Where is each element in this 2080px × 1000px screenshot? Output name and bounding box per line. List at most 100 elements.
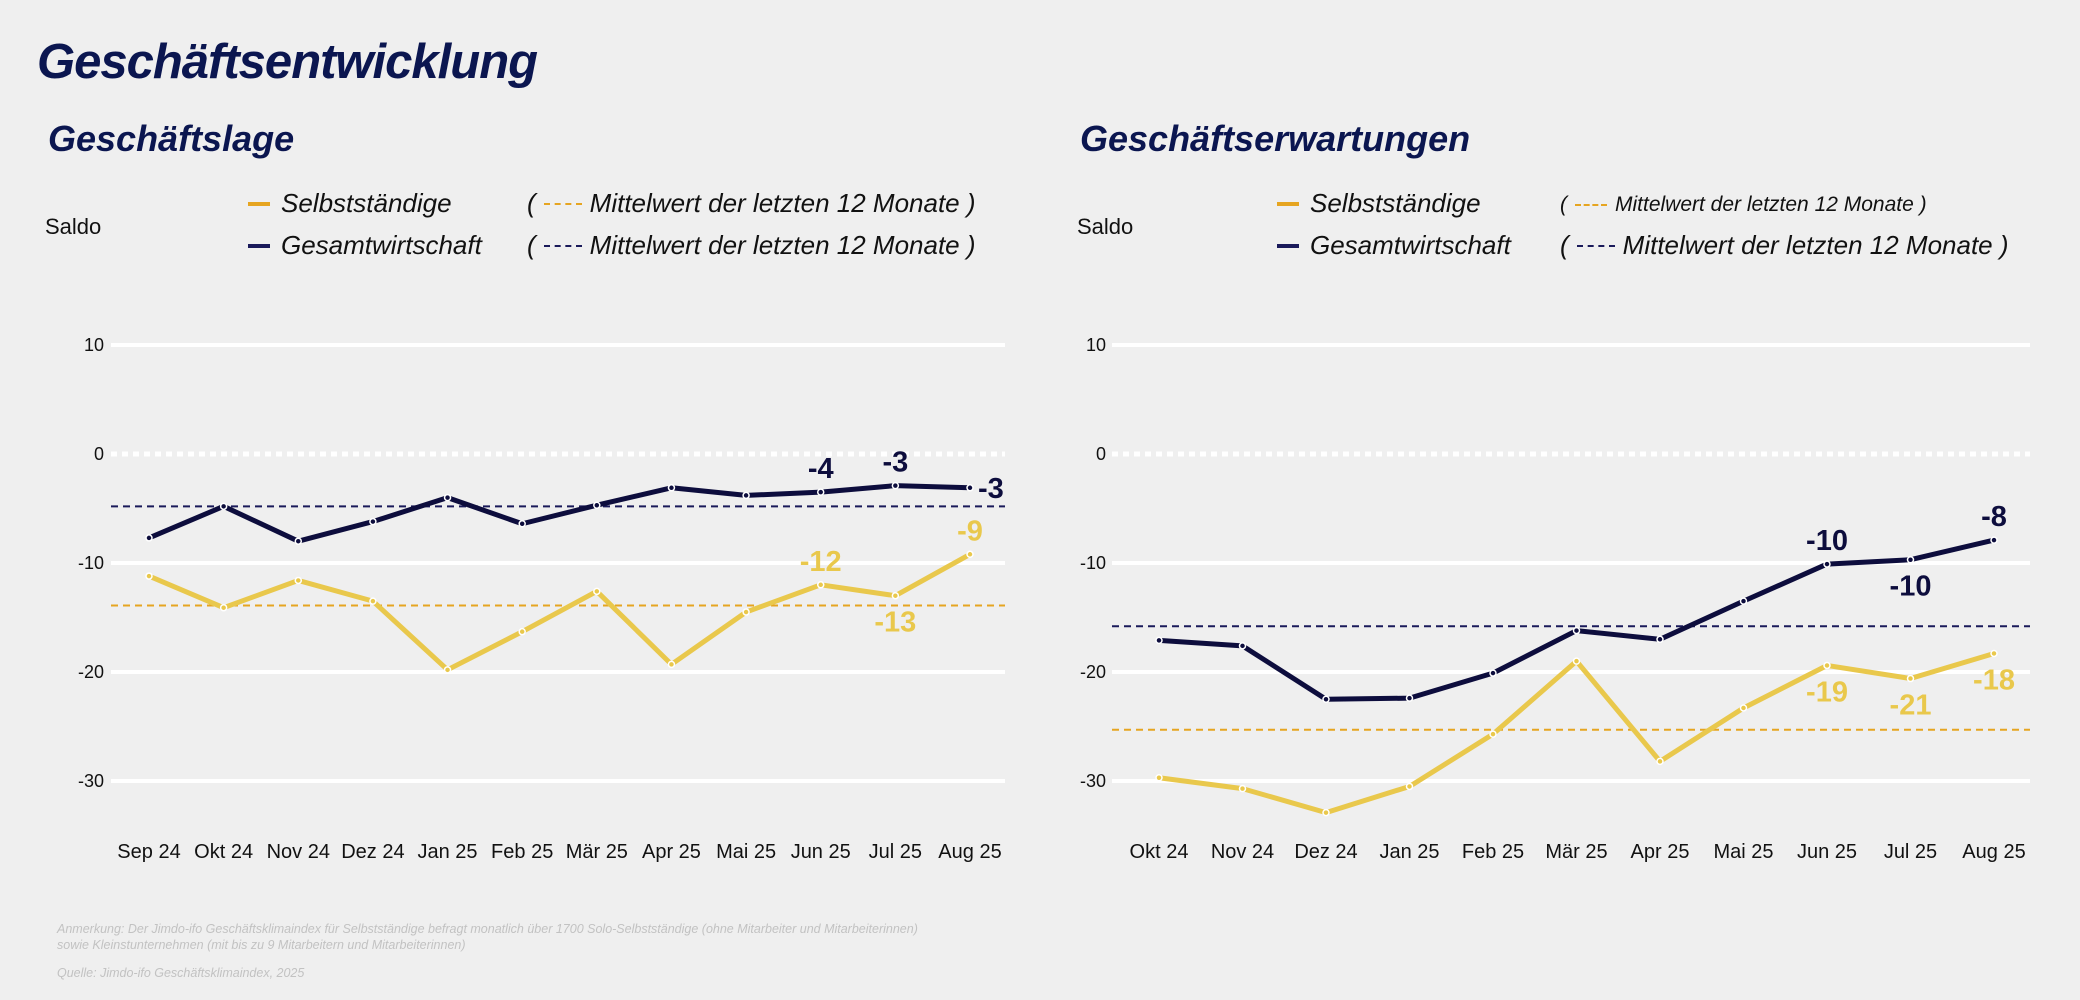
paren: ) xyxy=(1919,193,1927,216)
legend-item-gesamtwirtschaft: Gesamtwirtschaft xyxy=(1277,230,1511,261)
x-tick-label: Jan 25 xyxy=(1379,841,1439,863)
legend-label: Gesamtwirtschaft xyxy=(281,230,482,260)
data-point-gesamtwirtschaft xyxy=(518,520,526,528)
data-point-gesamtwirtschaft xyxy=(1405,694,1414,702)
x-tick-label: Mär 25 xyxy=(1545,841,1607,863)
data-point-gesamtwirtschaft xyxy=(1155,636,1163,645)
x-tick-label: Mai 25 xyxy=(716,841,776,863)
legend-item-mean-gesamtwirtschaft: ( Mittelwert der letzten 12 Monate ) xyxy=(527,230,976,261)
data-point-gesamtwirtschaft xyxy=(443,493,452,502)
chart-title-geschaeftserwartungen: Geschäftserwartungen xyxy=(1080,118,1471,159)
data-point-gesamtwirtschaft xyxy=(1906,555,1915,564)
data-point-selbststaendige xyxy=(294,576,303,585)
x-tick-label: Apr 25 xyxy=(642,841,701,863)
x-tick-label: Feb 25 xyxy=(491,841,553,863)
x-tick-label: Aug 25 xyxy=(1962,841,2025,863)
data-point-selbststaendige xyxy=(816,581,825,589)
legend-item-mean-gesamtwirtschaft: ( Mittelwert der letzten 12 Monate ) xyxy=(1560,230,2009,261)
y-axis-label: Saldo xyxy=(1077,214,1134,239)
series-line-gesamtwirtschaft xyxy=(148,483,971,544)
series-line-selbststaendige xyxy=(148,552,972,673)
y-tick-label: -30 xyxy=(78,771,104,791)
legend-label: Selbstständige xyxy=(1310,188,1481,218)
data-point-selbststaendige xyxy=(742,608,750,616)
chart-title-geschaeftslage: Geschäftslage xyxy=(48,118,295,159)
y-tick-label: -30 xyxy=(1080,771,1106,791)
legend-item-selbststaendige: Selbstständige xyxy=(248,188,452,219)
data-point-gesamtwirtschaft xyxy=(145,534,153,542)
data-point-gesamtwirtschaft xyxy=(1489,669,1497,677)
data-point-gesamtwirtschaft xyxy=(966,484,974,492)
x-tick-label: Nov 24 xyxy=(267,841,330,863)
data-point-gesamtwirtschaft xyxy=(816,488,825,496)
data-point-gesamtwirtschaft xyxy=(294,537,303,545)
y-tick-label: -20 xyxy=(78,662,104,682)
y-tick-label: 10 xyxy=(1086,335,1106,355)
legend-dash-navy xyxy=(1576,244,1615,247)
data-point-selbststaendige xyxy=(593,587,601,596)
legend-dash-yellow xyxy=(1575,204,1607,206)
data-point-gesamtwirtschaft xyxy=(742,491,750,500)
data-point-gesamtwirtschaft xyxy=(1572,626,1581,635)
legend-dash-yellow xyxy=(543,202,582,205)
data-label-gesamtwirtschaft: -8 xyxy=(1981,501,2007,533)
data-label-selbststaendige: -13 xyxy=(874,607,916,639)
legend-label: Mittelwert der letzten 12 Monate xyxy=(1615,193,1914,216)
y-tick-label: -10 xyxy=(78,553,104,573)
data-point-selbststaendige xyxy=(145,572,153,580)
data-label-selbststaendige: -18 xyxy=(1973,664,2015,696)
x-tick-label: Okt 24 xyxy=(1130,841,1189,863)
legend-item-selbststaendige: Selbstständige xyxy=(1277,188,1481,219)
x-tick-label: Apr 25 xyxy=(1631,841,1690,863)
data-label-gesamtwirtschaft: -4 xyxy=(808,453,834,485)
y-tick-label: 0 xyxy=(94,444,104,464)
paren: ) xyxy=(966,230,976,260)
footnote-line2: sowie Kleinstunternehmen (mit bis zu 9 M… xyxy=(57,938,466,952)
data-point-gesamtwirtschaft xyxy=(593,501,601,509)
data-label-gesamtwirtschaft: -10 xyxy=(1890,571,1932,603)
data-label-gesamtwirtschaft: -3 xyxy=(882,447,908,479)
data-point-selbststaendige xyxy=(1155,773,1163,782)
x-tick-label: Jan 25 xyxy=(418,841,478,863)
y-tick-label: 0 xyxy=(1096,444,1106,464)
data-point-gesamtwirtschaft xyxy=(1656,635,1664,644)
data-label-selbststaendige: -21 xyxy=(1890,690,1932,722)
footnote-line1: Anmerkung: Der Jimdo-ifo Geschäftsklimai… xyxy=(57,922,918,936)
data-point-selbststaendige xyxy=(1238,784,1247,793)
data-point-gesamtwirtschaft xyxy=(219,502,228,511)
data-point-gesamtwirtschaft xyxy=(1823,560,1831,568)
data-point-selbststaendige xyxy=(443,666,452,674)
data-point-selbststaendige xyxy=(219,603,228,612)
data-label-gesamtwirtschaft: -10 xyxy=(1806,525,1848,557)
data-label-selbststaendige: -19 xyxy=(1806,676,1848,708)
data-point-selbststaendige xyxy=(1405,782,1414,791)
legend-label: Mittelwert der letzten 12 Monate xyxy=(1622,230,1993,260)
data-point-selbststaendige xyxy=(1572,657,1581,665)
data-point-selbststaendige xyxy=(1739,704,1748,712)
data-point-selbststaendige xyxy=(1823,661,1831,670)
paren: ( xyxy=(1560,193,1567,216)
x-tick-label: Mai 25 xyxy=(1713,841,1773,863)
legend-dash-navy xyxy=(543,244,582,247)
y-tick-label: 10 xyxy=(84,335,104,355)
paren: ( xyxy=(1560,230,1569,260)
data-point-selbststaendige xyxy=(1906,674,1915,683)
x-tick-label: Sep 24 xyxy=(117,841,180,863)
data-point-selbststaendige xyxy=(1489,730,1497,738)
legend-label: Gesamtwirtschaft xyxy=(1310,230,1511,260)
legend-label: Selbstständige xyxy=(281,188,452,218)
legend-item-mean-selbststaendige: ( Mittelwert der letzten 12 Monate ) xyxy=(1560,193,1927,217)
paren: ) xyxy=(966,188,976,218)
data-point-gesamtwirtschaft xyxy=(891,481,900,490)
data-point-gesamtwirtschaft xyxy=(1739,597,1748,605)
footnote-source: Quelle: Jimdo-ifo Geschäftsklimaindex, 2… xyxy=(57,966,305,980)
data-point-selbststaendige xyxy=(667,660,676,669)
x-tick-label: Dez 24 xyxy=(1294,841,1357,863)
x-tick-label: Feb 25 xyxy=(1462,841,1524,863)
x-tick-label: Jul 25 xyxy=(869,841,922,863)
x-tick-label: Jun 25 xyxy=(791,841,851,863)
series-line-selbststaendige xyxy=(1158,651,1995,816)
data-point-selbststaendige xyxy=(1322,808,1330,817)
paren: ) xyxy=(1999,230,2009,260)
